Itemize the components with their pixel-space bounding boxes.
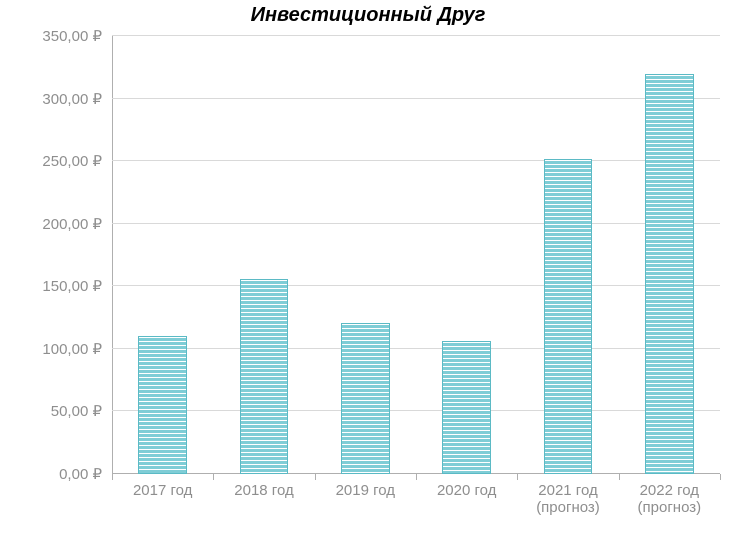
x-tick: [213, 474, 214, 480]
grid-line: [112, 410, 720, 411]
grid-line: [112, 98, 720, 99]
x-tick: [416, 474, 417, 480]
grid-line: [112, 223, 720, 224]
x-tick-label: 2018 год: [213, 482, 314, 499]
chart-plot-area: 0,00 ₽50,00 ₽100,00 ₽150,00 ₽200,00 ₽250…: [112, 36, 720, 474]
grid-line: [112, 35, 720, 36]
y-tick-label: 350,00 ₽: [42, 27, 102, 45]
x-tick: [112, 474, 113, 480]
bar: [645, 74, 694, 474]
chart-title: Инвестиционный Друг: [0, 4, 736, 27]
bar: [240, 279, 289, 474]
x-tick: [517, 474, 518, 480]
x-tick-label: 2020 год: [416, 482, 517, 499]
y-tick-label: 250,00 ₽: [42, 152, 102, 170]
y-axis: [112, 36, 113, 474]
x-tick: [619, 474, 620, 480]
y-tick-label: 200,00 ₽: [42, 215, 102, 233]
bar: [544, 159, 593, 474]
chart-canvas: Инвестиционный Друг 0,00 ₽50,00 ₽100,00 …: [0, 0, 736, 541]
grid-line: [112, 160, 720, 161]
y-tick-label: 150,00 ₽: [42, 277, 102, 295]
y-tick-label: 300,00 ₽: [42, 90, 102, 108]
y-tick-label: 50,00 ₽: [51, 402, 102, 420]
bar: [138, 336, 187, 474]
bar: [442, 341, 491, 474]
grid-line: [112, 285, 720, 286]
bar: [341, 323, 390, 474]
grid-line: [112, 348, 720, 349]
x-tick-label: 2017 год: [112, 482, 213, 499]
y-tick-label: 100,00 ₽: [42, 340, 102, 358]
x-tick: [315, 474, 316, 480]
x-tick-label: 2021 год (прогноз): [517, 482, 618, 517]
x-tick: [720, 474, 721, 480]
y-tick-label: 0,00 ₽: [59, 465, 102, 483]
x-tick-label: 2019 год: [315, 482, 416, 499]
x-tick-label: 2022 год (прогноз): [619, 482, 720, 517]
